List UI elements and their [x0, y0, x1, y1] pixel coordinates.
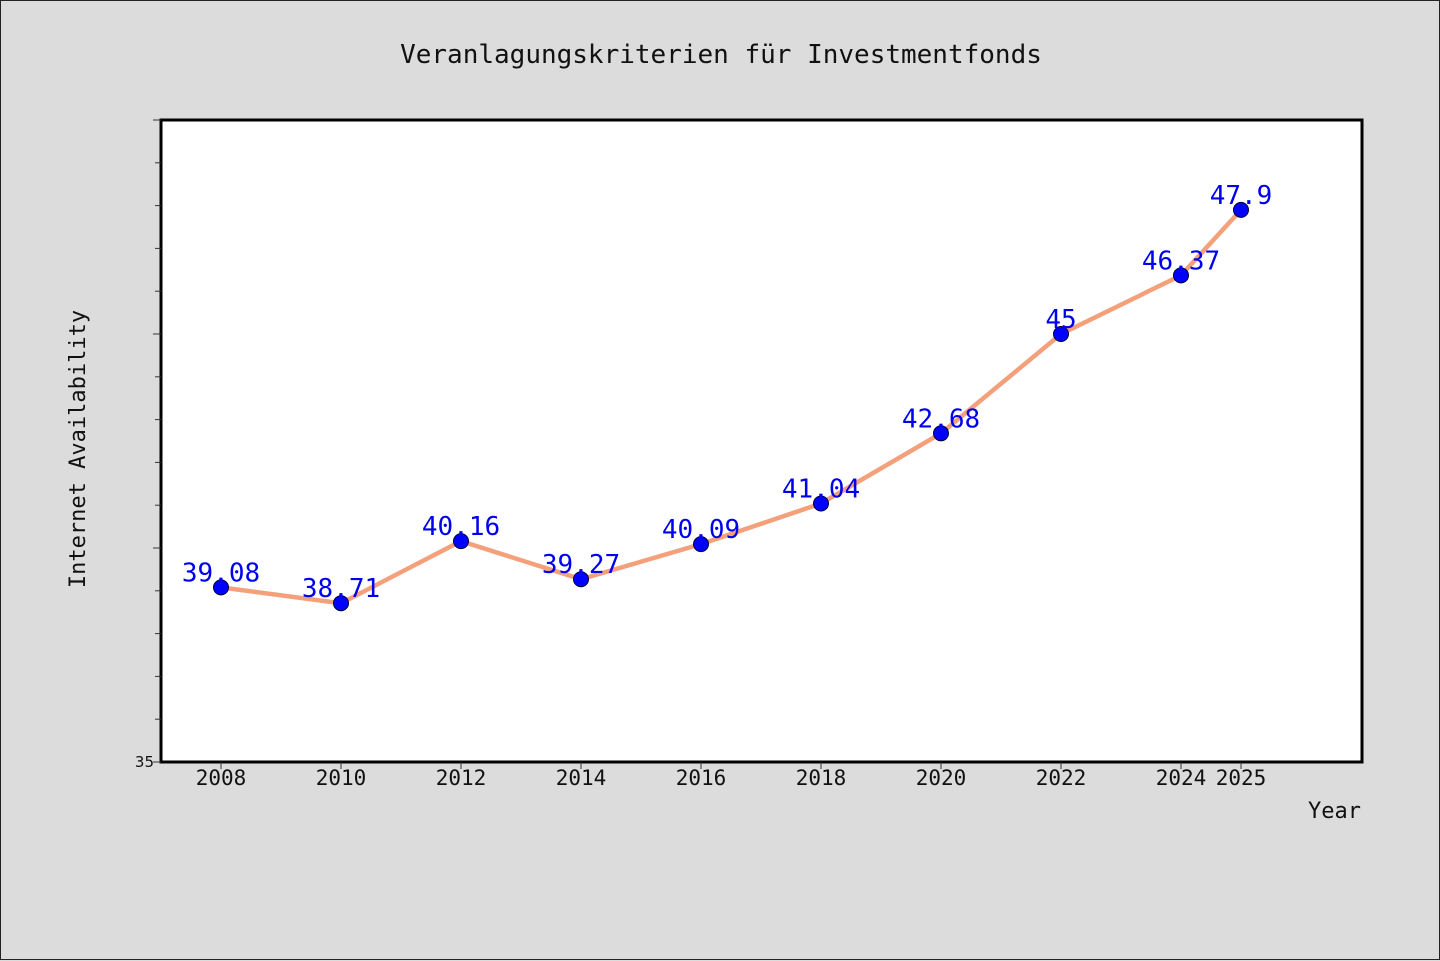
data-point-marker — [933, 425, 949, 442]
x-tick-label: 2022 — [1036, 766, 1087, 790]
x-tick-label: 2016 — [676, 766, 727, 790]
data-label: 38.71 — [302, 574, 380, 604]
y-tick-label: 35 — [135, 753, 154, 771]
plot-area — [159, 118, 1364, 764]
data-point-marker — [1173, 267, 1189, 284]
data-point-marker — [453, 533, 469, 550]
data-label: 42.68 — [902, 404, 980, 434]
data-point-marker — [213, 579, 229, 596]
x-axis-ticks: 2008 2010 2012 2014 2016 2018 2020 2022 2024 2025 — [196, 762, 1267, 790]
series-markers — [213, 201, 1249, 612]
data-labels: 39.08 38.71 40.16 39.27 40.09 41.04 42.68 45 46.… — [182, 181, 1272, 604]
data-label: 41.04 — [782, 474, 860, 504]
x-tick-label: 2018 — [796, 766, 847, 790]
data-point-marker — [333, 595, 349, 612]
x-tick-label: 2008 — [196, 766, 247, 790]
data-label: 40.09 — [662, 515, 740, 545]
data-label: 39.08 — [182, 558, 260, 588]
data-point-marker — [573, 571, 589, 588]
x-tick-label: 2025 — [1216, 766, 1267, 790]
data-point-marker — [813, 495, 829, 512]
x-tick-label: 2024 — [1156, 766, 1207, 790]
series-line — [218, 207, 1244, 606]
series-lines — [218, 207, 1244, 606]
data-point-marker — [1233, 201, 1249, 218]
data-label: 47.9 — [1210, 181, 1273, 211]
data-point-marker — [693, 536, 709, 553]
data-label: 40.16 — [422, 512, 500, 542]
x-tick-label: 2010 — [316, 766, 367, 790]
y-axis-ticks: 35 — [135, 119, 161, 771]
x-tick-label: 2012 — [436, 766, 487, 790]
y-axis-label: Internet Availability — [66, 310, 91, 588]
x-axis-label: Year — [1308, 799, 1361, 824]
data-label: 39.27 — [542, 550, 620, 580]
data-label: 46.37 — [1142, 246, 1220, 276]
chart-title: Veranlagungskriterien für Investmentfond… — [400, 40, 1042, 70]
x-tick-label: 2020 — [916, 766, 967, 790]
x-tick-label: 2014 — [556, 766, 607, 790]
data-label: 45 — [1045, 305, 1076, 335]
data-point-marker — [1053, 326, 1069, 342]
